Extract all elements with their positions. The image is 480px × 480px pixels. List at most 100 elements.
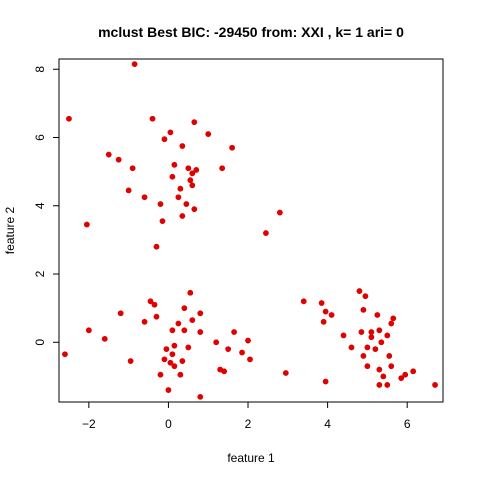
data-point [263, 230, 269, 236]
data-point [167, 359, 174, 366]
data-point [181, 327, 188, 334]
data-point [374, 312, 381, 318]
data-point [181, 305, 188, 312]
data-point [141, 194, 148, 201]
data-point [364, 363, 371, 370]
data-point [117, 310, 124, 317]
data-point [189, 182, 196, 189]
data-point [171, 363, 178, 370]
data-point [231, 329, 237, 335]
plot-frame [58, 58, 444, 403]
data-point [364, 344, 371, 351]
data-point [318, 300, 325, 306]
data-point [348, 344, 355, 351]
y-axis: 0 2 4 6 8 [33, 66, 60, 346]
data-point [189, 317, 196, 323]
data-point [376, 366, 383, 373]
data-point [131, 61, 138, 68]
data-point [153, 243, 160, 250]
data-point [147, 298, 154, 305]
data-point [191, 206, 198, 213]
data-point [105, 151, 112, 158]
data-point [169, 327, 176, 334]
x-axis: −2 0 2 4 6 [82, 401, 411, 431]
data-point [388, 320, 395, 327]
y-tick-label: 4 [33, 202, 47, 209]
data-point [175, 194, 182, 201]
data-point [245, 337, 251, 344]
data-point [179, 358, 186, 364]
data-point [384, 382, 391, 388]
data-point [362, 293, 369, 300]
data-point [175, 320, 182, 327]
data-point [372, 346, 379, 352]
data-point [187, 289, 194, 296]
data-point [171, 161, 178, 168]
data-point [340, 332, 347, 339]
data-point [225, 346, 232, 352]
data-point [300, 298, 307, 305]
data-point [179, 143, 186, 149]
data-point [157, 201, 164, 207]
data-point [205, 131, 212, 137]
data-points [62, 61, 438, 400]
data-point [85, 327, 92, 334]
data-point [320, 318, 327, 325]
y-tick-label: 6 [33, 134, 47, 141]
data-point [380, 373, 387, 380]
x-tick-label: 0 [165, 417, 172, 431]
data-point [388, 363, 395, 370]
data-point [189, 170, 196, 177]
data-point [151, 301, 158, 308]
x-tick-label: −2 [82, 417, 96, 431]
data-point [177, 185, 184, 192]
data-point [125, 187, 132, 194]
x-tick-label: 4 [324, 417, 331, 431]
data-point [356, 288, 363, 294]
x-axis-label: feature 1 [227, 451, 275, 465]
data-point [185, 344, 192, 351]
data-point [167, 129, 174, 136]
data-point [239, 349, 245, 356]
y-axis-label: feature 2 [3, 206, 17, 254]
data-point [368, 329, 375, 335]
y-tick-label: 8 [33, 66, 47, 73]
data-point [360, 353, 367, 359]
data-point [197, 393, 204, 400]
data-point [66, 115, 72, 122]
data-point [191, 119, 198, 126]
data-point [161, 136, 168, 143]
data-point [247, 356, 253, 363]
data-point [360, 306, 367, 313]
data-point [322, 308, 329, 315]
chart-title: mclust Best BIC: -29450 from: XXI , k= 1… [98, 24, 404, 40]
data-point [157, 371, 164, 378]
data-point [169, 351, 176, 358]
data-point [368, 334, 375, 341]
data-point [376, 382, 383, 388]
data-point [197, 329, 204, 335]
data-point [432, 382, 438, 388]
x-tick-label: 2 [245, 417, 252, 431]
data-point [219, 165, 226, 172]
data-point [129, 165, 136, 172]
data-point [179, 213, 186, 219]
data-point [402, 371, 409, 378]
x-tick-label: 6 [404, 417, 411, 431]
data-point [163, 346, 170, 352]
data-point [390, 315, 397, 322]
data-point [384, 332, 391, 339]
data-point [171, 342, 178, 349]
y-tick-label: 0 [33, 339, 47, 346]
data-point [101, 335, 108, 342]
data-point [376, 327, 383, 334]
data-point [165, 387, 172, 393]
data-point [358, 329, 365, 335]
data-point [213, 339, 220, 346]
data-point [127, 358, 134, 364]
data-point [398, 375, 405, 382]
data-point [159, 218, 166, 225]
data-point [115, 156, 122, 163]
data-point [183, 201, 190, 207]
